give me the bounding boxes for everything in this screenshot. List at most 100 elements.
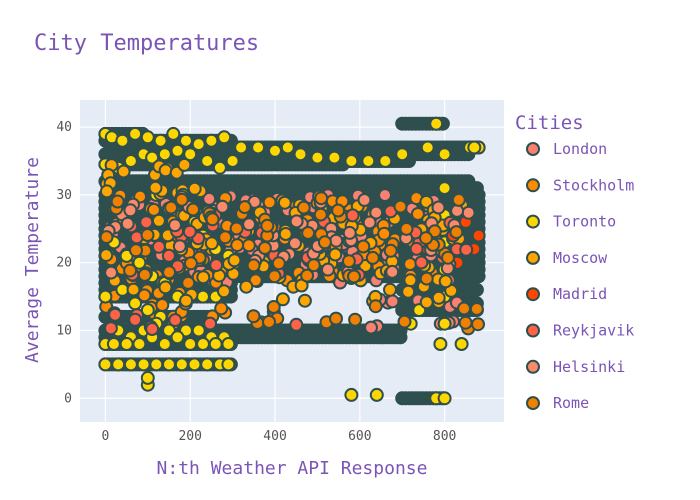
point-toronto [221,337,236,351]
point-rome [306,258,321,273]
point-toronto [437,147,452,162]
point-toronto [293,147,308,162]
point-rome [451,192,466,207]
point-helsinki [123,203,138,218]
point-moscow [278,227,293,241]
legend-marker [526,178,540,193]
point-moscow [151,213,166,228]
legend-item-rome[interactable]: Rome [526,394,589,412]
legend-label: Rome [553,394,589,412]
point-rome [393,199,408,214]
point-moscow [401,284,416,299]
point-moscow [99,248,114,263]
point-toronto [467,140,482,155]
point-helsinki [450,203,465,218]
point-rome [137,267,152,282]
point-moscow [148,180,163,195]
legend: Cities London Stockholm Toronto Moscow Madri… [515,112,634,412]
x-tick-label: 200 [178,429,201,444]
point-moscow [217,284,231,299]
point-rome [186,202,201,217]
point-london [385,294,400,309]
point-rome [110,194,125,209]
point-reykjavik [409,241,424,256]
point-toronto [123,357,138,372]
point-reykjavik [182,224,197,239]
point-moscow [116,164,131,179]
point-toronto [170,143,185,158]
point-toronto [98,289,113,304]
point-moscow [187,181,202,196]
legend-marker [526,323,540,338]
point-london [378,188,392,203]
point-reykjavik [459,242,474,257]
legend-label: Reykjavik [553,322,634,340]
point-toronto [212,160,227,175]
point-moscow [297,293,312,308]
y-axis-ticks: 0 10 20 30 40 [56,120,72,406]
point-toronto [208,337,223,351]
point-rome [331,203,346,218]
point-toronto [166,126,181,141]
point-toronto [395,147,410,162]
point-toronto [157,147,172,162]
point-stockholm [230,238,245,253]
point-moscow [431,290,446,305]
point-reykjavik [289,317,304,332]
point-stockholm [155,298,170,312]
legend-item-stockholm[interactable]: Stockholm [526,176,634,194]
legend-item-helsinki[interactable]: Helsinki [526,358,625,376]
point-toronto [145,150,160,165]
point-moscow [99,184,114,199]
point-rome [399,221,414,236]
point-helsinki [369,205,384,220]
point-rome [218,230,233,245]
legend-marker [526,250,540,265]
point-rome [347,269,361,284]
point-reykjavik [139,215,154,230]
x-tick-label: 800 [433,429,456,444]
point-toronto [132,337,147,351]
point-rome [99,230,114,245]
y-tick-label: 20 [56,256,72,271]
point-stockholm [403,257,417,272]
point-moscow [204,236,219,251]
legend-marker [526,359,540,374]
point-toronto [111,357,126,372]
point-rome [341,254,356,269]
point-toronto [327,150,342,165]
point-rome [123,263,138,278]
point-toronto [437,316,452,331]
point-moscow [419,295,434,310]
legend-items: London Stockholm Toronto Moscow Madrid Reykja… [526,140,634,412]
data-points [98,116,486,406]
point-helsinki [357,193,372,207]
legend-item-madrid[interactable]: Madrid [526,285,607,303]
point-helsinki [362,215,377,230]
point-toronto [344,387,359,402]
point-toronto [179,133,193,148]
point-rome [140,228,155,242]
legend-item-moscow[interactable]: Moscow [526,249,608,267]
point-reykjavik [161,248,176,263]
legend-item-toronto[interactable]: Toronto [526,213,616,231]
point-rome [457,301,472,316]
point-rome [397,314,412,329]
legend-item-london[interactable]: London [526,140,607,158]
point-reykjavik [345,208,360,223]
point-toronto [115,133,130,148]
point-rome [162,265,177,280]
x-tick-label: 400 [263,429,286,444]
legend-item-reykjavik[interactable]: Reykjavik [526,322,634,340]
legend-label: Stockholm [553,176,634,194]
point-rome [356,239,371,254]
point-reykjavik [128,312,143,327]
point-rome [229,221,244,236]
point-rome [469,302,484,316]
point-helsinki [288,236,302,251]
point-toronto [454,337,469,351]
point-toronto [221,357,236,372]
point-rome [365,250,380,265]
point-rome [260,218,275,233]
point-rome [300,268,315,283]
